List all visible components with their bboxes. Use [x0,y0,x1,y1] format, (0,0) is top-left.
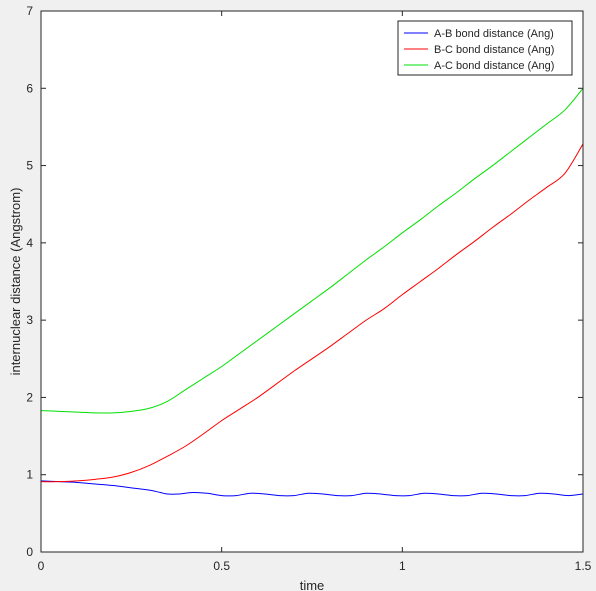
y-tick-label: 0 [26,545,33,559]
x-tick-label: 0 [38,559,45,573]
legend-label-3: A-C bond distance (Ang) [434,60,554,72]
y-tick-label: 7 [26,4,33,18]
y-tick-label: 2 [26,390,33,404]
legend-label-2: B-C bond distance (Ang) [434,44,554,56]
y-tick-label: 5 [26,159,33,173]
y-tick-label: 1 [26,468,33,482]
x-tick-label: 1.5 [575,559,592,573]
plot-area [41,11,583,552]
series-line-3 [40,87,584,414]
x-tick-label: 0.5 [213,559,230,573]
plot-frame [40,10,584,553]
y-tick-label: 3 [26,313,33,327]
legend: A-B bond distance (Ang) B-C bond distance… [397,20,573,76]
legend-box [397,20,573,76]
series-line-2 [40,143,584,483]
y-axis-label: internuclear distance (Angstrom) [8,188,23,376]
series-line-1 [40,480,584,497]
y-tick-label: 6 [26,81,33,95]
series-layer [40,87,584,497]
x-tick-label: 1 [399,559,406,573]
legend-label-1: A-B bond distance (Ang) [434,28,554,40]
y-tick-label: 4 [26,236,33,250]
ticks-layer: 0 0.5 1 1.5 0 1 2 3 4 5 6 7 [26,4,591,573]
x-axis-label: time [300,578,325,591]
